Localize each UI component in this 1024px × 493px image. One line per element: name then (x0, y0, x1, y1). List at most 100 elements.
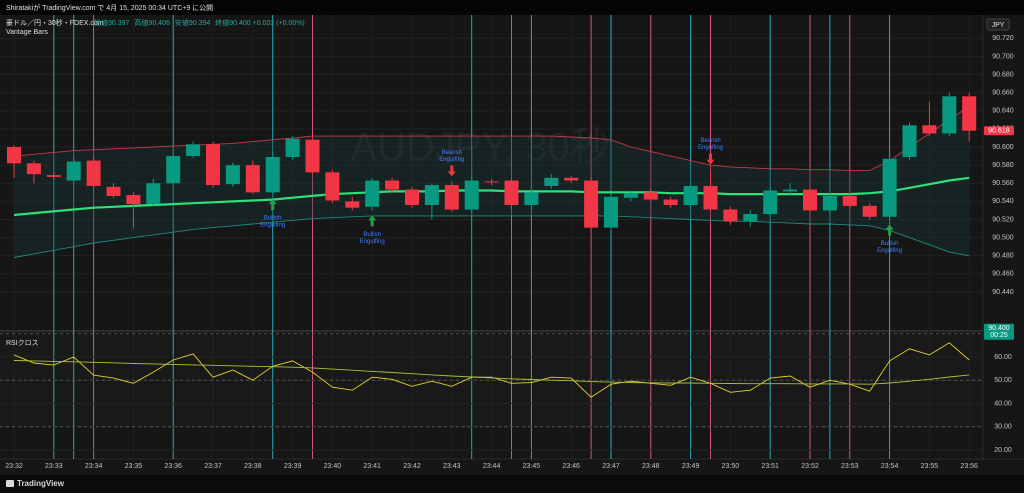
candle-body (106, 186, 121, 196)
ohlc-value: 高値90.406 (134, 18, 170, 27)
candle-body (803, 189, 817, 211)
x-tick-label: 23:42 (403, 463, 421, 470)
top-bar (0, 0, 1024, 15)
candle-body (365, 180, 380, 207)
bear-arrow (447, 165, 456, 177)
rsi-line (13, 360, 970, 385)
candle-body (385, 180, 400, 190)
x-tick-label: 23:43 (443, 463, 461, 470)
x-tick-label: 23:35 (125, 463, 143, 470)
band-upper (13, 105, 970, 172)
candle-body (325, 172, 340, 201)
x-tick-label: 23:46 (562, 463, 580, 470)
candle-body (783, 189, 798, 192)
y-tick-label: 60.00 (994, 354, 1012, 361)
candle-body (86, 160, 101, 186)
x-tick-label: 23:51 (761, 463, 779, 470)
signal-label: Engulfing (260, 223, 285, 229)
candle-body (723, 209, 738, 222)
candle-body (604, 196, 618, 228)
candle-body (66, 161, 81, 181)
x-tick-label: 23:49 (682, 463, 700, 470)
y-tick-label: 90.460 (992, 271, 1014, 278)
candle-body (305, 139, 320, 173)
candle-body (225, 165, 240, 185)
x-tick-label: 23:34 (85, 463, 103, 470)
y-tick-label: 90.660 (992, 90, 1014, 97)
signal-label: Bearish (700, 138, 720, 144)
signal-label: Engulfing (698, 145, 723, 151)
candle-body (544, 177, 559, 186)
footer-brand: TradingView (17, 479, 65, 488)
y-tick-label: 90.700 (992, 53, 1014, 60)
x-tick-label: 23:32 (5, 463, 23, 470)
x-tick-label: 23:33 (45, 463, 63, 470)
x-tick-label: 23:50 (722, 463, 740, 470)
bull-arrow (368, 215, 377, 227)
bear-arrow (706, 153, 715, 165)
candle-body (265, 156, 280, 193)
countdown: 00:25 (990, 332, 1008, 339)
y-tick-label: 50.00 (994, 377, 1012, 384)
indicator-name: Vantage Bars (6, 29, 48, 36)
y-tick-label: 30.00 (994, 424, 1012, 431)
price-tag-label: 90.618 (988, 128, 1010, 135)
pane-title: RSIクロス (6, 339, 39, 347)
x-tick-label: 23:38 (244, 463, 262, 470)
candle-body (942, 96, 957, 134)
ohlc-value: 安値90.394 (175, 18, 211, 27)
candle-body (643, 192, 658, 200)
x-tick-label: 23:40 (324, 463, 342, 470)
candle-body (146, 183, 161, 205)
candle-body (862, 205, 877, 217)
foreground-layer: 90.72090.70090.68090.66090.64090.62090.6… (5, 35, 1014, 470)
x-tick-label: 23:41 (363, 463, 381, 470)
x-tick-label: 23:45 (523, 463, 541, 470)
candle-body (464, 180, 479, 210)
candle-body (822, 195, 837, 211)
x-tick-label: 23:44 (483, 463, 501, 470)
bull-arrow (885, 224, 894, 236)
x-tick-label: 23:39 (284, 463, 302, 470)
y-tick-label: 90.480 (992, 253, 1014, 260)
publish-title: Shiratakiが TradingView.com で 4月 15, 2025… (6, 3, 213, 12)
x-tick-label: 23:47 (602, 463, 620, 470)
signal-label: Engulfing (360, 239, 385, 245)
x-tick-label: 23:37 (204, 463, 222, 470)
candle-body (902, 125, 917, 157)
candle-body (683, 185, 698, 205)
symbol: 豪ドル／円・30秒・FDEX.com (6, 18, 104, 27)
candle-body (663, 199, 678, 205)
currency: JPY (992, 22, 1005, 29)
footer-bar (0, 475, 1024, 493)
y-tick-label: 40.00 (994, 400, 1012, 407)
price-tag (984, 126, 1014, 136)
y-tick-label: 90.720 (992, 35, 1014, 42)
rsi-line (13, 342, 970, 398)
y-tick-label: 90.680 (992, 71, 1014, 78)
band-lower (13, 215, 970, 258)
tv-logo: TradingView (6, 479, 65, 488)
x-tick-label: 23:54 (881, 463, 899, 470)
candle-body (126, 195, 141, 205)
bull-arrow (268, 199, 277, 211)
x-tick-label: 23:56 (960, 463, 978, 470)
y-tick-label: 90.600 (992, 144, 1014, 151)
signal-label: Engulfing (439, 157, 464, 163)
y-tick-label: 90.640 (992, 108, 1014, 115)
candle-body (743, 214, 758, 222)
candle-body (962, 96, 977, 131)
candle-body (922, 125, 937, 134)
candle-body (285, 138, 300, 157)
signal-label: Engulfing (877, 248, 902, 254)
y-tick-label: 90.540 (992, 198, 1014, 205)
ohlc-value: 終値90.400 +0.002 (+0.00%) (215, 18, 305, 27)
ohlc-value: 始値90.397 (94, 18, 130, 27)
price-tag-label: 90.400 (988, 325, 1010, 332)
x-tick-label: 23:48 (642, 463, 660, 470)
y-tick-label: 20.00 (994, 447, 1012, 454)
candle-body (623, 193, 638, 198)
y-tick-label: 90.500 (992, 234, 1014, 241)
